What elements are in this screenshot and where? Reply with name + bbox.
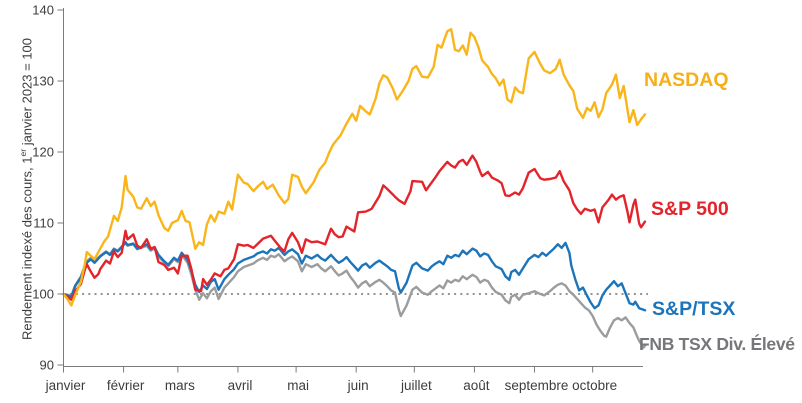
x-tick-label-juin: juin xyxy=(347,378,369,393)
x-tick-label-août: août xyxy=(463,378,490,393)
legend-nasdaq: NASDAQ xyxy=(644,69,729,91)
x-tick-label-avril: avril xyxy=(228,378,253,393)
sptsx-line xyxy=(62,240,647,312)
y-tick-label-90: 90 xyxy=(40,358,54,373)
y-tick-label-130: 130 xyxy=(32,74,54,89)
y-axis-title-suffix: janvier 2023 = 100 xyxy=(19,37,35,149)
y-axis-title-superscript: er xyxy=(18,148,28,157)
x-tick-label-octobre: octobre xyxy=(572,378,617,393)
x-tick-label-mai: mai xyxy=(287,378,309,393)
nasdaq-line xyxy=(62,28,647,307)
y-tick-label-110: 110 xyxy=(33,216,54,231)
x-tick-label-juillet: juillet xyxy=(400,378,432,393)
x-tick-label-janvier: janvier xyxy=(45,378,86,393)
y-tick-label-120: 120 xyxy=(32,145,54,160)
y-tick-label-100: 100 xyxy=(32,287,54,302)
y-axis-title: Rendement indexé des cours, 1er janvier … xyxy=(14,9,35,369)
x-tick-label-mars: mars xyxy=(165,378,195,393)
legend-sptsx: S&P/TSX xyxy=(652,298,736,320)
x-tick-label-septembre: septembre xyxy=(505,378,569,393)
sp500-line xyxy=(62,154,647,301)
x-tick-label-février: février xyxy=(107,378,145,393)
y-axis-title-text: Rendement indexé des cours, 1 xyxy=(19,156,35,341)
fnb-tsx-div-eleve-line xyxy=(62,242,647,350)
legend-fnb-tsx-div-eleve: FNB TSX Div. Élevé xyxy=(639,334,795,354)
y-tick-label-140: 140 xyxy=(32,3,54,18)
legend-sp500: S&P 500 xyxy=(651,198,729,220)
